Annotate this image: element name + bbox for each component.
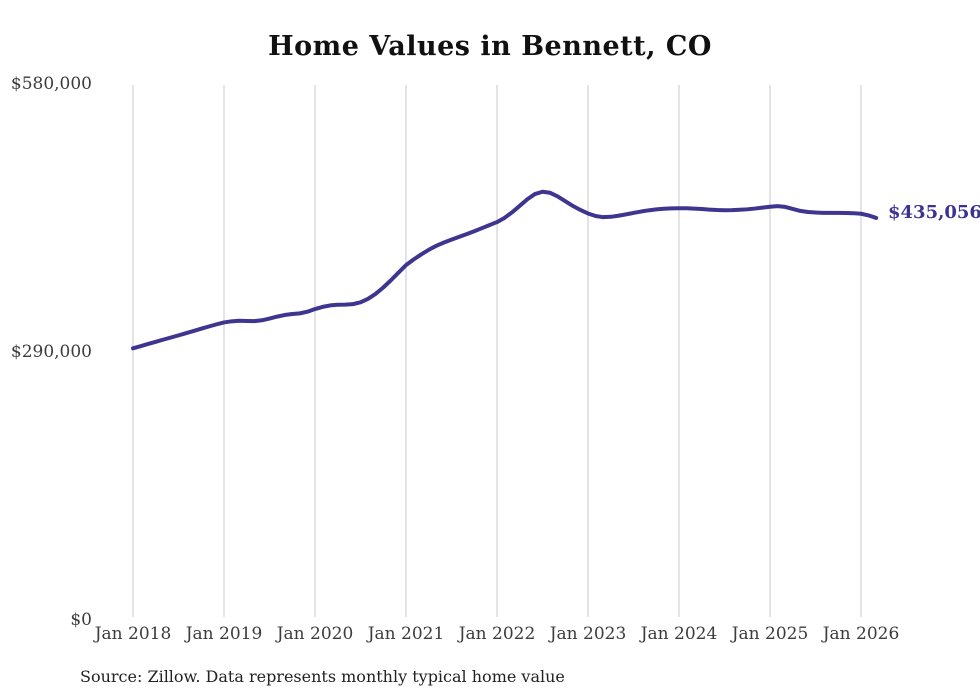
y-tick-label: $290,000 [10,342,92,362]
x-tick-label: Jan 2021 [367,624,445,644]
y-tick-label: $0 [70,610,92,630]
x-tick-label: Jan 2024 [640,624,718,644]
y-tick-label: $580,000 [10,74,92,94]
latest-value-label: $435,056 [888,202,980,223]
x-tick-label: Jan 2025 [731,624,809,644]
source-note: Source: Zillow. Data represents monthly … [80,667,565,686]
x-tick-label: Jan 2018 [94,624,172,644]
x-tick-label: Jan 2026 [822,624,900,644]
home-value-line [131,189,879,351]
chart-title: Home Values in Bennett, CO [268,31,712,62]
x-tick-label: Jan 2023 [549,624,627,644]
x-tick-label: Jan 2020 [276,624,354,644]
x-tick-label: Jan 2019 [185,624,263,644]
x-tick-label: Jan 2022 [458,624,536,644]
